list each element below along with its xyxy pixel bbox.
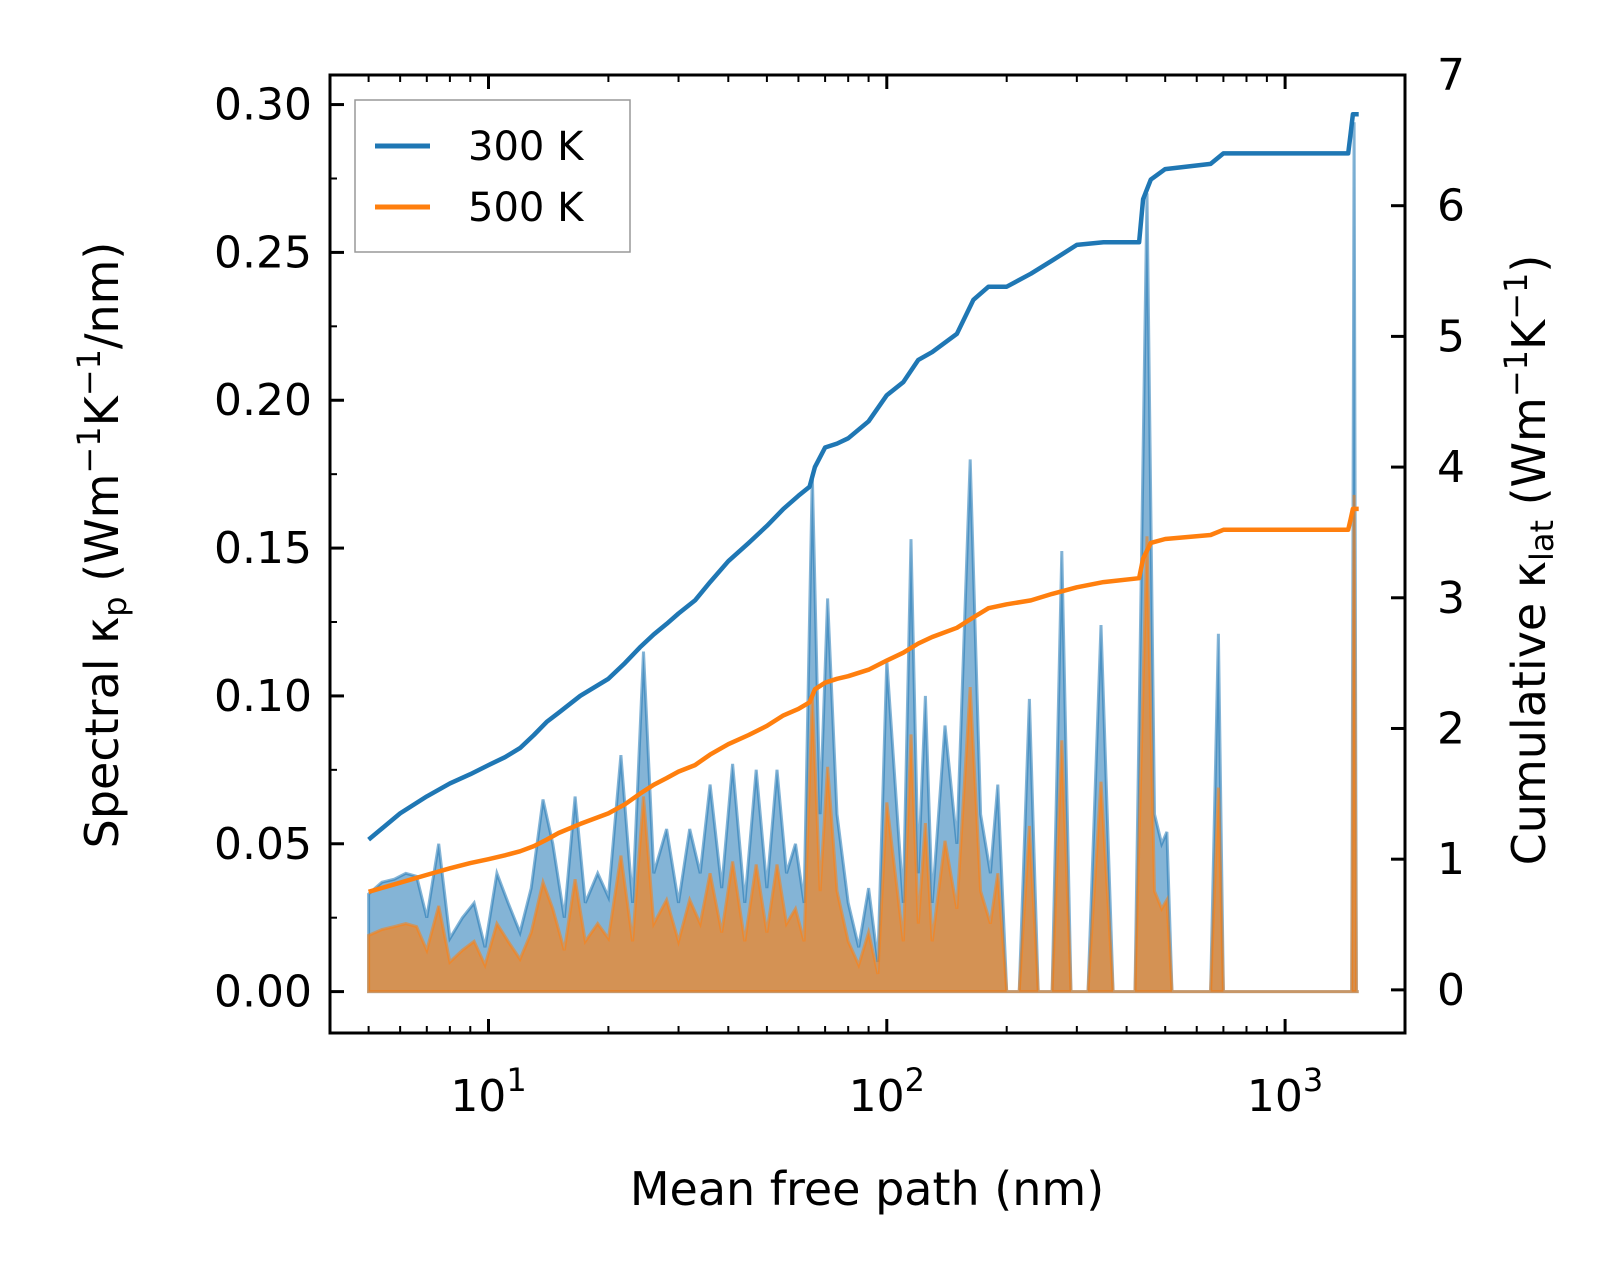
series-line-500-k <box>367 506 1359 894</box>
y-right-tick-label: 5 <box>1437 311 1465 362</box>
y-left-tick-label: 0.10 <box>214 671 312 722</box>
y-left-tick-label: 0.25 <box>214 227 312 278</box>
legend-label-500k: 500 K <box>468 185 585 231</box>
y-right-tick-label: 3 <box>1437 573 1465 624</box>
x-tick-label: 101 <box>450 1061 526 1122</box>
y-left-tick-label: 0.00 <box>214 967 312 1018</box>
y-right-tick-label: 0 <box>1437 965 1465 1016</box>
y-right-tick-label: 7 <box>1437 50 1465 101</box>
y-right-axis-title: Cumulative κlat (Wm−1K−1) <box>1497 255 1561 866</box>
y-right-tick-label: 1 <box>1437 834 1465 885</box>
series-area-500-k-spectral <box>367 494 1359 994</box>
x-tick-label: 102 <box>849 1061 925 1122</box>
plot-frame <box>328 73 1407 1035</box>
x-tick-label: 103 <box>1247 1061 1323 1122</box>
spectral-areas <box>367 122 1359 994</box>
legend: 300 K 500 K <box>354 99 631 253</box>
y-right-tick-label: 4 <box>1437 442 1465 493</box>
y-right-tick-label: 2 <box>1437 703 1465 754</box>
axis-ticks: 0.00 0.05 0.10 0.15 0.20 0.25 0.30 0 1 2 3 4 5 6 7 101 1… <box>214 50 1465 1122</box>
cumulative-lines <box>367 111 1359 894</box>
y-left-tick-label: 0.05 <box>214 819 312 870</box>
y-left-tick-label: 0.30 <box>214 80 312 131</box>
y-right-tick-label: 6 <box>1437 181 1465 232</box>
legend-label-300k: 300 K <box>468 124 585 170</box>
series-area-300-k-spectral <box>367 122 1359 994</box>
series-line-300-k <box>367 111 1359 842</box>
legend-box <box>354 99 631 253</box>
x-axis-title: Mean free path (nm) <box>630 1162 1104 1216</box>
y-left-axis-title: Spectral κp (Wm−1K−1/nm) <box>70 242 134 849</box>
y-left-tick-label: 0.20 <box>214 375 312 426</box>
y-left-tick-label: 0.15 <box>214 523 312 574</box>
